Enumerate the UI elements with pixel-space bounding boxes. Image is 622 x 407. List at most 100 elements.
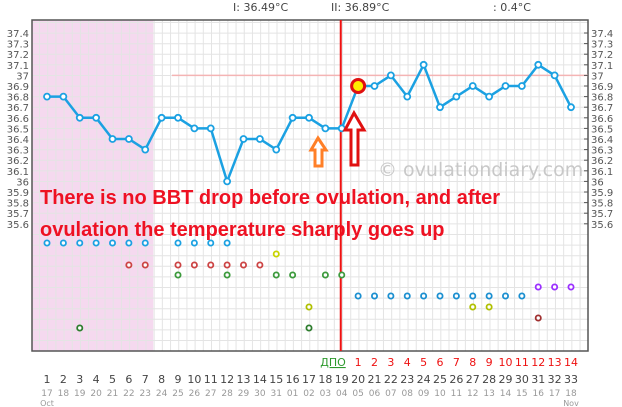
cycle-day-label: 8 bbox=[158, 373, 165, 386]
temperature-point bbox=[550, 71, 559, 80]
symptom-dot bbox=[256, 261, 264, 269]
y-tick-label-right: 36.9 bbox=[591, 82, 613, 93]
symptom-dot bbox=[501, 292, 509, 300]
symptom-dot bbox=[321, 271, 329, 279]
y-tick-label-right: 36.4 bbox=[591, 135, 613, 146]
y-tick-label-right: 35.9 bbox=[591, 188, 613, 199]
y-tick-label-right: 35.7 bbox=[591, 209, 613, 220]
date-label: 20 bbox=[90, 389, 102, 399]
temperature-point bbox=[370, 82, 379, 90]
date-label: 16 bbox=[533, 389, 545, 399]
y-tick-label-left: 37.4 bbox=[7, 29, 29, 40]
dpo-day-label: 7 bbox=[453, 356, 460, 369]
symptom-dot bbox=[223, 261, 231, 269]
cycle-day-label: 30 bbox=[515, 373, 529, 386]
orange-arrow-icon bbox=[308, 135, 329, 168]
symptom-dot bbox=[354, 292, 362, 300]
y-tick-label-left: 36.6 bbox=[7, 114, 29, 125]
symptom-dot bbox=[174, 239, 182, 247]
y-tick-label-left: 36.1 bbox=[7, 167, 29, 178]
y-tick-label-right: 36.7 bbox=[591, 103, 613, 114]
date-label: 15 bbox=[516, 389, 527, 399]
temperature-point bbox=[501, 82, 510, 90]
y-tick-label-right: 35.8 bbox=[591, 199, 613, 210]
cycle-day-label: 21 bbox=[368, 373, 382, 386]
dpo-day-label: 6 bbox=[437, 356, 444, 369]
dpo-day-label: 8 bbox=[469, 356, 476, 369]
date-label: 05 bbox=[352, 389, 363, 399]
cycle-day-label: 2 bbox=[60, 373, 67, 386]
y-tick-label-left: 36.9 bbox=[7, 82, 29, 93]
dpo-day-label: 3 bbox=[387, 356, 394, 369]
cycle-day-label: 14 bbox=[253, 373, 267, 386]
y-tick-label-right: 37.1 bbox=[591, 61, 613, 72]
temperature-point bbox=[419, 60, 428, 69]
cycle-day-label: 16 bbox=[286, 373, 300, 386]
date-label: 04 bbox=[336, 389, 348, 399]
cycle-day-label: 25 bbox=[433, 373, 447, 386]
symptom-dot bbox=[387, 292, 395, 300]
dpo-day-label: 9 bbox=[486, 356, 493, 369]
symptom-dot bbox=[272, 271, 280, 279]
symptom-dot bbox=[239, 261, 247, 269]
symptom-dot bbox=[141, 239, 149, 247]
cycle-day-label: 9 bbox=[175, 373, 182, 386]
ovulation-arrow-icon bbox=[342, 109, 367, 167]
month-label: Nov bbox=[563, 399, 579, 407]
y-tick-label-right: 37.3 bbox=[591, 40, 613, 51]
symptom-dot bbox=[125, 261, 133, 269]
y-tick-label-right: 37 bbox=[591, 71, 604, 82]
cycle-day-label: 28 bbox=[482, 373, 496, 386]
temperature-point bbox=[321, 124, 330, 133]
y-tick-label-left: 36.3 bbox=[7, 146, 29, 157]
cycle-day-label: 1 bbox=[44, 373, 51, 386]
y-tick-label-left: 36.5 bbox=[7, 124, 29, 135]
temperature-point bbox=[305, 113, 313, 122]
date-label: 25 bbox=[172, 389, 183, 399]
cycle-day-label: 32 bbox=[548, 373, 562, 386]
watermark: © ovulationdiary.com bbox=[378, 159, 583, 181]
y-tick-label-left: 36.7 bbox=[7, 103, 29, 114]
temperature-point bbox=[239, 135, 248, 143]
symptom-dot bbox=[485, 303, 493, 311]
y-tick-label-right: 37.4 bbox=[591, 29, 613, 40]
menses-band bbox=[32, 20, 154, 351]
temperature-point bbox=[517, 82, 526, 90]
temperature-point bbox=[59, 92, 68, 101]
y-tick-label-right: 36.6 bbox=[591, 114, 613, 125]
y-tick-label-left: 36.8 bbox=[7, 93, 29, 104]
temperature-difference: : 0.4°C bbox=[493, 1, 531, 14]
y-tick-label-left: 36.4 bbox=[7, 135, 29, 146]
date-label: 09 bbox=[418, 389, 430, 399]
temperature-point bbox=[567, 103, 575, 112]
y-tick-label-left: 35.6 bbox=[7, 220, 29, 231]
temperature-point bbox=[174, 113, 182, 122]
symptom-dot bbox=[207, 261, 215, 269]
symptom-dot bbox=[125, 239, 133, 247]
dpo-day-label: 10 bbox=[499, 356, 513, 369]
symptom-dot bbox=[109, 239, 117, 247]
date-label: 01 bbox=[287, 389, 298, 399]
date-label: 10 bbox=[434, 389, 446, 399]
symptom-dot bbox=[370, 292, 378, 300]
temperature-point bbox=[43, 92, 51, 101]
symptom-dot bbox=[43, 239, 51, 247]
date-label: 26 bbox=[189, 389, 201, 399]
cycle-day-label: 33 bbox=[564, 373, 578, 386]
cycle-day-label: 26 bbox=[449, 373, 463, 386]
symptom-dot bbox=[76, 239, 84, 247]
symptom-dot bbox=[469, 292, 477, 300]
temperature-point bbox=[485, 92, 494, 101]
cycle-day-label: 31 bbox=[531, 373, 545, 386]
date-label: 06 bbox=[369, 389, 381, 399]
dpo-day-label: 1 bbox=[355, 356, 362, 369]
temperature-point bbox=[108, 135, 117, 143]
date-label: 31 bbox=[271, 389, 282, 399]
y-tick-label-right: 36.8 bbox=[591, 93, 613, 104]
dpo-day-label: 4 bbox=[404, 356, 411, 369]
temperature-point bbox=[452, 92, 461, 101]
date-label: 19 bbox=[74, 389, 86, 399]
cycle-day-label: 27 bbox=[466, 373, 480, 386]
date-label: 14 bbox=[500, 389, 512, 399]
